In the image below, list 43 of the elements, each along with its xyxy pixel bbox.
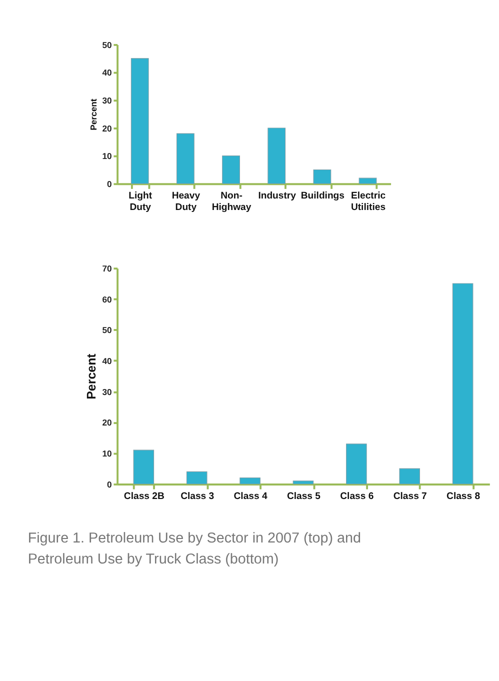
x-tick-label: Class 2B [124,490,164,502]
y-tick-label: 30 [102,96,112,106]
x-tick-label: Class 7 [393,490,427,502]
x-tick-label: Buildings [300,190,344,202]
bar [313,169,332,184]
x-tick-label: Class 6 [340,490,374,502]
bar [452,283,474,484]
bar [346,444,367,484]
y-axis-title: Percent [84,354,98,400]
x-tick-label: Class 5 [286,490,322,502]
y-tick-label: 10 [102,448,112,459]
y-tick-label: 20 [102,418,112,428]
bar [133,450,154,484]
x-tick-label: Non- Highway [212,190,252,214]
bar [240,478,260,484]
bar [176,133,194,184]
y-tick-label: 40 [102,68,112,78]
bar [130,58,149,184]
x-tick-label: Heavy Duty [172,190,201,214]
y-tick-label: 40 [102,356,112,366]
x-tick-label: Light Duty [128,190,153,214]
x-tick-label: Class 3 [180,490,214,502]
y-tick-label: 20 [102,123,112,134]
y-tick-label: 0 [107,479,112,490]
x-tick-label: Class 8 [446,490,481,502]
bar [399,468,420,484]
bar [358,178,377,184]
caption: Figure 1. Petroleum Use by Sector in 2007 (top) and Petroleum Use by Truck Class (bottom) [28,530,362,568]
x-tick-label: Class 4 [234,490,268,502]
bar [186,471,208,484]
x-tick-label: Industry [258,190,297,202]
x-tick-label: Electric Utilities [350,190,386,214]
y-tick-label: 60 [102,294,112,304]
y-tick-label: 30 [102,386,112,397]
y-tick-label: 10 [102,151,112,162]
bar [222,156,240,184]
bar [292,480,314,484]
y-tick-label: 0 [107,179,112,190]
y-tick-label: 50 [102,40,112,50]
bar [268,128,286,184]
y-tick-label: 70 [102,263,112,274]
y-axis-title: Percent [88,98,98,130]
y-tick-label: 50 [102,325,112,336]
